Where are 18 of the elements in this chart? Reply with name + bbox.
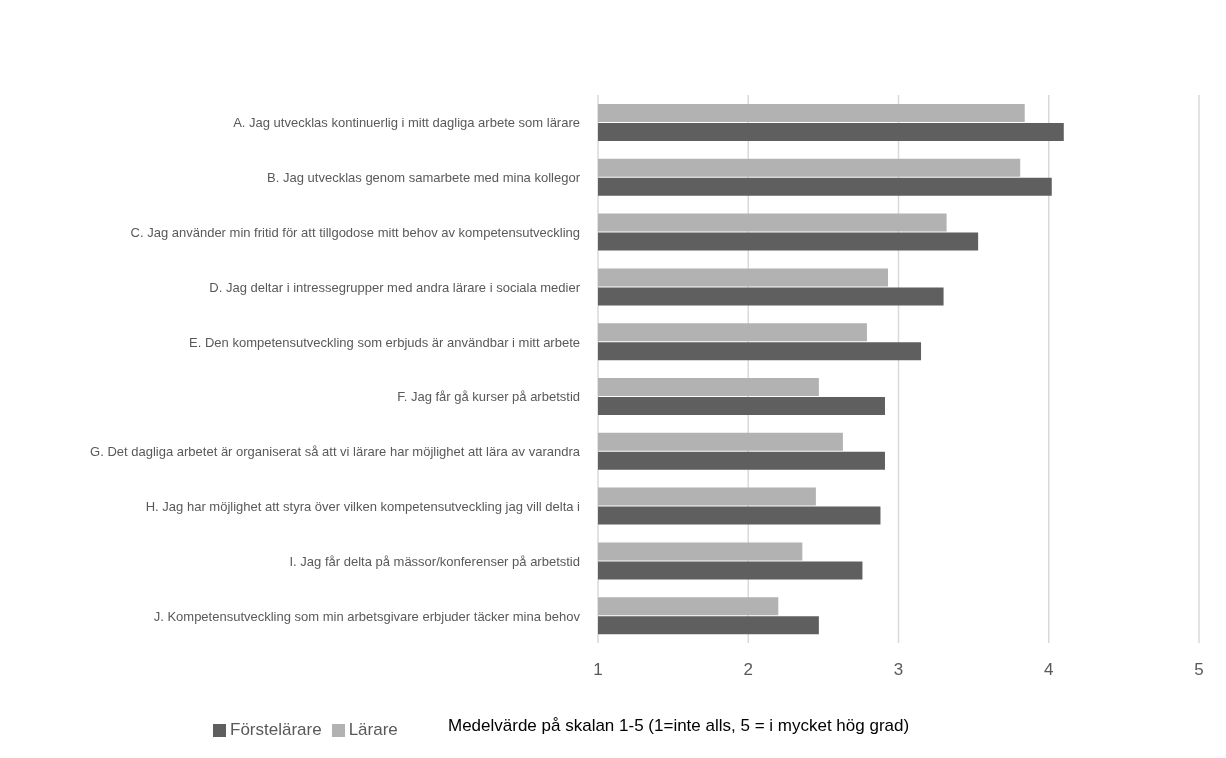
y-tick-label: A. Jag utvecklas kontinuerlig i mitt dagliga arbete som lärare [233, 114, 580, 130]
y-tick-label: E. Den kompetensutveckling som erbjuds är användbar i mitt arbete [189, 334, 580, 350]
y-tick-label: J. Kompetensutveckling som min arbetsgivare erbjuder täcker mina behov [153, 608, 581, 624]
legend-label: Lärare [348, 720, 398, 739]
y-tick-label: H. Jag har möjlighet att styra över vilken kompetensutveckling jag vill delta i [145, 498, 581, 514]
x-axis-title: Medelvärde på skalan 1-5 (1=inte alls, 5 = i mycket hög grad) [448, 716, 910, 736]
y-tick-label: D. Jag deltar i intressegrupper med andra lärare i sociala medier [209, 279, 581, 295]
x-tick-label: 4 [1044, 660, 1054, 680]
y-tick-label: C. Jag använder min fritid för att tillgodose mitt behov av kompetensutveckling [130, 224, 580, 240]
x-tick-label: 2 [743, 660, 753, 680]
y-tick-label: F. Jag får gå kurser på arbetstid [397, 388, 580, 404]
x-tick-label: 1 [593, 660, 603, 680]
y-tick-label: B. Jag utvecklas genom samarbete med mina kollegor [267, 169, 581, 185]
y-tick-label: I. Jag får delta på mässor/konferenser på arbetstid [289, 553, 580, 569]
x-tick-label: 3 [893, 660, 904, 680]
x-tick-label: 5 [1194, 660, 1204, 680]
y-tick-label: G. Det dagliga arbetet är organiserat så att vi lärare har möjlighet att lära av varandra [90, 443, 581, 459]
legend-label: Förstelärare [230, 720, 322, 739]
